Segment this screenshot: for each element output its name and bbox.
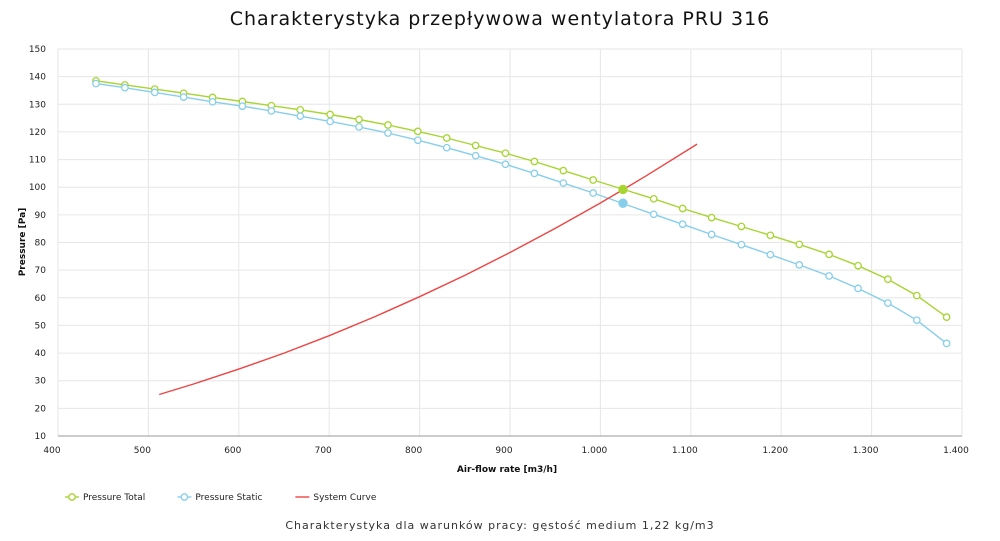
pressure-static-point[interactable]	[150, 88, 159, 97]
pressure-static-point[interactable]	[471, 151, 480, 160]
pressure-static-point[interactable]	[326, 117, 334, 126]
axis-layer: 10 20 30 40 50 60 70 80 90 100 110 120 130 140 150 400 5…	[29, 45, 969, 456]
pressure-static-point[interactable]	[649, 210, 658, 219]
x-tick-label: 900	[495, 446, 512, 456]
y-tick-label: 40	[35, 349, 47, 359]
pressure-total-point[interactable]	[501, 149, 510, 158]
pressure-total-point[interactable]	[884, 275, 892, 284]
y-tick-label: 30	[35, 377, 47, 387]
pressure-total-point[interactable]	[825, 250, 833, 259]
legend[interactable]: Pressure Total Pressure Static System Curv…	[65, 493, 377, 503]
legend-label: Pressure Static	[195, 493, 262, 503]
legend-label: Pressure Total	[83, 493, 145, 503]
pressure-static-point[interactable]	[296, 112, 305, 121]
legend-item-pressure-total[interactable]: Pressure Total	[65, 493, 145, 503]
y-tick-label: 90	[35, 211, 47, 221]
pressure-total-point[interactable]	[678, 204, 687, 213]
pressure-total-point[interactable]	[766, 231, 775, 240]
pressure-static-line	[95, 82, 948, 344]
pressure-static-point[interactable]	[912, 316, 921, 325]
pressure-total-point[interactable]	[737, 222, 746, 231]
x-tick-label: 500	[134, 446, 151, 456]
grid-layer	[57, 48, 963, 437]
pressure-total-line	[95, 80, 948, 318]
pressure-total-point[interactable]	[296, 105, 305, 114]
x-tick-label: 400	[43, 446, 60, 456]
pressure-total-point[interactable]	[530, 157, 539, 166]
pressure-static-point[interactable]	[559, 179, 568, 187]
system-curve-line	[158, 143, 698, 396]
y-tick-label: 50	[35, 321, 47, 331]
pressure-total-point[interactable]	[326, 110, 334, 119]
y-tick-label: 110	[29, 156, 46, 166]
legend-item-pressure-static[interactable]: Pressure Static	[177, 493, 262, 503]
pressure-static-point[interactable]	[589, 189, 598, 197]
y-tick-label: 100	[29, 183, 46, 193]
pressure-static-point[interactable]	[121, 83, 129, 92]
pressure-static-point[interactable]	[355, 123, 363, 131]
x-tick-label: 1.200	[762, 446, 788, 456]
pressure-static-point[interactable]	[884, 299, 892, 307]
pressure-static-point[interactable]	[442, 143, 451, 152]
pressure-static-point[interactable]	[942, 339, 951, 348]
y-axis-title: Pressure [Pa]	[18, 208, 28, 277]
y-tick-label: 10	[35, 432, 47, 442]
pressure-static-point[interactable]	[179, 93, 188, 101]
pressure-total-point[interactable]	[413, 127, 422, 136]
pressure-total-point[interactable]	[707, 213, 716, 222]
pressure-static-point[interactable]	[413, 136, 422, 145]
pressure-total-point[interactable]	[854, 261, 862, 270]
x-axis-title: Air-flow rate [m3/h]	[457, 465, 557, 475]
chart-subtitle: Charakterystyka dla warunków pracy: gęst…	[285, 519, 715, 532]
pressure-total-point[interactable]	[589, 176, 598, 184]
pressure-total-point[interactable]	[384, 121, 392, 129]
pressure-static-point[interactable]	[92, 79, 100, 88]
pressure-static-point[interactable]	[267, 107, 276, 115]
operating-point[interactable]	[618, 184, 628, 195]
y-tick-label: 70	[35, 266, 47, 276]
pressure-static-point[interactable]	[384, 129, 392, 137]
pressure-static-point[interactable]	[854, 284, 862, 293]
series-layer	[92, 76, 951, 396]
x-tick-label: 1.300	[853, 446, 879, 456]
pressure-static-point[interactable]	[501, 160, 510, 169]
pressure-static-point[interactable]	[238, 102, 247, 111]
y-tick-label: 130	[29, 100, 46, 110]
pressure-static-point[interactable]	[530, 169, 539, 178]
x-tick-label: 700	[315, 446, 332, 456]
pressure-total-point[interactable]	[942, 313, 951, 321]
y-tick-label: 60	[35, 294, 47, 304]
legend-item-system-curve[interactable]: System Curve	[295, 493, 377, 503]
x-tick-label: 800	[405, 446, 422, 456]
operating-point[interactable]	[618, 198, 628, 208]
chart-title: Charakterystyka przepływowa wentylatora …	[229, 8, 771, 30]
pressure-total-point[interactable]	[559, 166, 568, 175]
pressure-total-point[interactable]	[912, 291, 921, 300]
pressure-static-point[interactable]	[208, 97, 217, 106]
y-tick-label: 150	[29, 45, 46, 55]
pressure-static-point[interactable]	[678, 220, 687, 229]
pressure-static-point[interactable]	[766, 250, 775, 259]
y-tick-label: 140	[29, 73, 46, 83]
pressure-total-point[interactable]	[471, 141, 480, 150]
y-tick-label: 20	[35, 404, 47, 414]
pressure-static-point[interactable]	[707, 230, 716, 239]
legend-marker	[180, 493, 189, 501]
legend-label: System Curve	[313, 493, 376, 503]
pressure-static-point[interactable]	[825, 272, 833, 280]
legend-marker	[68, 493, 76, 501]
pressure-static-point[interactable]	[795, 261, 804, 269]
pressure-total-point[interactable]	[442, 134, 451, 142]
x-tick-label: 1.000	[582, 446, 608, 456]
pressure-total-point[interactable]	[355, 115, 363, 124]
x-tick-label: 600	[224, 446, 241, 456]
y-tick-label: 80	[35, 239, 47, 249]
pressure-static-point[interactable]	[737, 240, 746, 249]
pressure-total-point[interactable]	[795, 240, 804, 249]
pressure-total-point[interactable]	[649, 194, 658, 203]
y-tick-label: 120	[29, 128, 46, 138]
x-tick-label: 1.400	[943, 446, 969, 456]
x-tick-label: 1.100	[672, 446, 698, 456]
